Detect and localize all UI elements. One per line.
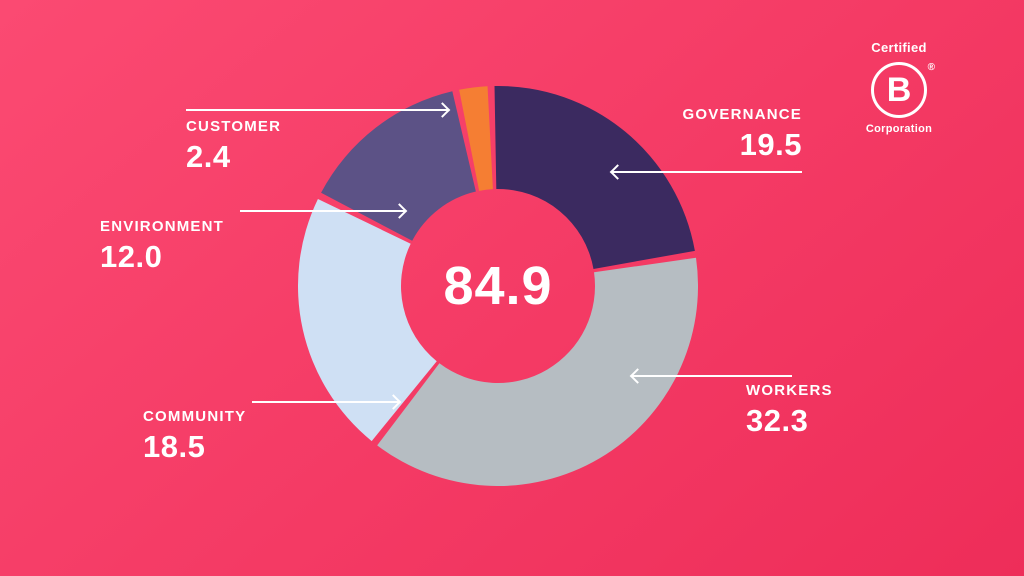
callout-environment: ENVIRONMENT 12.0 <box>100 219 224 272</box>
donut-segment-workers <box>377 257 698 486</box>
customer-value: 2.4 <box>186 139 231 174</box>
arrow-to-workers-segment <box>632 375 792 377</box>
donut-chart-container <box>298 86 698 486</box>
donut-segment-customer <box>459 86 493 191</box>
bcorp-b-letter: B <box>886 71 912 109</box>
community-value: 18.5 <box>143 429 206 464</box>
bcorp-corporation-text: Corporation <box>865 123 933 135</box>
arrow-to-environment-segment <box>240 210 405 212</box>
community-label: COMMUNITY <box>143 408 247 425</box>
bcorp-logo: Certified B ® Corporation <box>864 40 935 135</box>
registered-trademark-icon: ® <box>927 62 935 73</box>
donut-chart <box>298 86 698 486</box>
workers-label: WORKERS <box>746 382 833 399</box>
environment-label: ENVIRONMENT <box>100 218 225 235</box>
total-score: 84.9 <box>443 256 553 316</box>
workers-value: 32.3 <box>746 403 809 438</box>
donut-segment-community <box>298 198 437 442</box>
callout-workers: WORKERS 32.3 <box>746 383 833 436</box>
arrow-to-governance-segment <box>612 171 802 173</box>
governance-label: GOVERNANCE <box>682 106 802 123</box>
callout-community: COMMUNITY 18.5 <box>143 409 246 462</box>
arrow-to-customer-segment <box>186 109 448 111</box>
callout-customer: CUSTOMER 2.4 <box>186 119 281 172</box>
bcorp-b-icon: B ® <box>871 62 935 118</box>
customer-label: CUSTOMER <box>186 118 282 135</box>
donut-segment-environment <box>321 91 476 241</box>
bcorp-certified-text: Certified <box>871 40 927 55</box>
environment-value: 12.0 <box>100 239 163 274</box>
callout-governance: GOVERNANCE 19.5 <box>682 107 802 160</box>
donut-segment-governance <box>494 86 695 269</box>
governance-value: 19.5 <box>739 127 802 162</box>
arrow-to-community-segment <box>252 401 399 403</box>
